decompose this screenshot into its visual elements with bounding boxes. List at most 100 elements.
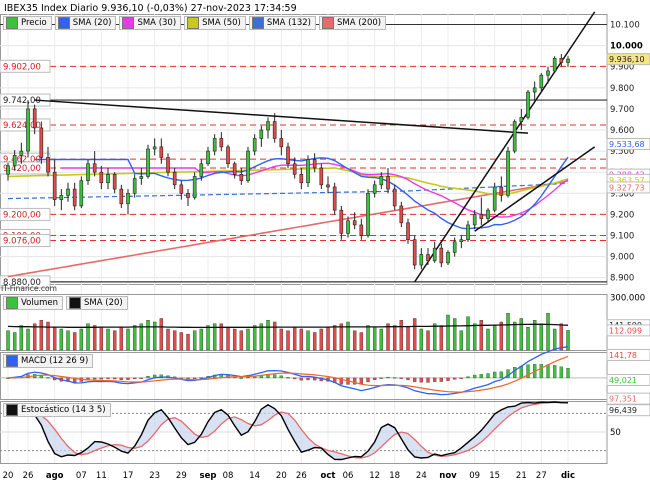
macd-histogram-bar xyxy=(353,377,357,385)
volume-bar xyxy=(72,332,77,351)
volume-bar xyxy=(352,330,357,351)
volume-bar xyxy=(286,330,290,351)
macd-histogram-bar xyxy=(379,377,383,379)
volume-bar xyxy=(246,328,250,351)
macd-histogram-bar xyxy=(513,367,517,379)
macd-histogram-bar xyxy=(393,377,397,379)
volume-value-badge xyxy=(606,324,650,337)
volume-bar xyxy=(259,323,264,351)
volume-bar xyxy=(139,323,144,351)
price-candle xyxy=(46,157,50,173)
price-candle xyxy=(499,186,504,196)
volume-bar xyxy=(552,328,557,351)
macd-histogram-bar xyxy=(459,377,463,379)
price-tick-label: 9.000 xyxy=(610,253,634,263)
price-candle xyxy=(486,209,490,219)
price-candle xyxy=(259,129,264,139)
price-candle xyxy=(472,214,477,226)
macd-histogram-bar xyxy=(566,368,570,379)
price-candle xyxy=(506,150,510,196)
x-tick-label: 15 xyxy=(489,471,500,481)
sma-200-line xyxy=(7,180,569,278)
volume-bar xyxy=(119,327,124,351)
macd-histogram-bar xyxy=(239,377,243,379)
macd-histogram-bar xyxy=(386,376,390,379)
volume-bar xyxy=(332,325,337,351)
macd-histogram-bar xyxy=(306,377,310,381)
volume-bar xyxy=(99,327,104,351)
volume-bar xyxy=(166,328,170,351)
price-legend-swatch xyxy=(6,17,18,29)
price-candle xyxy=(439,247,444,264)
price-candle xyxy=(186,192,190,198)
price-candle xyxy=(406,222,410,241)
price-candle xyxy=(386,176,390,190)
price-candle xyxy=(132,178,137,194)
price-candle xyxy=(99,171,104,184)
volume-bar xyxy=(159,318,164,351)
macd-histogram-bar xyxy=(373,377,377,380)
level-label: 9.742,00 xyxy=(3,96,41,106)
price-legend-item: SMA (30) xyxy=(119,16,182,30)
volume-bar xyxy=(372,327,377,351)
price-candle xyxy=(72,188,77,207)
price-candle xyxy=(399,205,404,224)
volume-bar xyxy=(559,323,564,351)
x-tick-label: ago xyxy=(46,471,64,481)
price-legend-swatch xyxy=(251,17,264,29)
macd-value-label: 49,021 xyxy=(609,376,637,385)
price-candle xyxy=(459,239,464,243)
volume-bar xyxy=(152,321,157,351)
volume-bar xyxy=(32,323,37,351)
volume-bar xyxy=(12,332,17,351)
x-tick-label: 24 xyxy=(416,471,427,481)
volume-bar xyxy=(132,325,137,351)
price-candle xyxy=(352,220,357,226)
x-tick-label: 29 xyxy=(176,471,187,481)
x-tick-label: 23 xyxy=(149,471,160,481)
volume-legend-label: SMA (20) xyxy=(84,298,123,308)
x-tick-label: 17 xyxy=(123,471,134,481)
volume-bar xyxy=(192,330,197,351)
trendline-support xyxy=(474,146,596,232)
macd-histogram-bar xyxy=(473,374,477,379)
macd-histogram-bar xyxy=(119,377,123,380)
volume-bar xyxy=(459,330,464,351)
price-candle xyxy=(252,138,257,152)
volume-bar xyxy=(519,318,524,351)
volume-bar xyxy=(279,328,284,351)
macd-histogram-bar xyxy=(426,377,430,383)
volume-bar xyxy=(232,328,237,351)
stoch-value-label: 97,351 xyxy=(609,395,637,404)
macd-value-badge xyxy=(606,348,650,361)
level-label-box xyxy=(0,93,51,107)
volume-bar xyxy=(439,325,444,351)
macd-histogram-bar xyxy=(99,377,103,380)
volume-bar xyxy=(199,328,204,351)
price-candle xyxy=(559,57,564,63)
stoch-legend-swatch xyxy=(6,404,18,416)
volume-bar xyxy=(566,330,570,351)
volume-bar xyxy=(359,332,364,351)
price-candle xyxy=(272,121,277,139)
x-tick-label: 07 xyxy=(76,471,87,481)
volume-bar xyxy=(512,321,517,351)
price-candle xyxy=(312,159,317,169)
price-tick-label: 9.300 xyxy=(610,189,634,199)
level-label: 9.902,00 xyxy=(3,62,41,72)
stoch-value-badge xyxy=(606,404,650,417)
price-tick-label: 9.100 xyxy=(610,231,634,241)
price-candle xyxy=(566,58,570,63)
price-tick-label: 9.700 xyxy=(610,105,634,115)
macd-histogram-bar xyxy=(126,377,130,380)
volume-legend-item: Volumen xyxy=(3,296,64,310)
x-tick-label: 26 xyxy=(23,471,34,481)
volume-bar xyxy=(406,327,410,351)
volume-sma-line xyxy=(7,323,569,329)
volume-legend-item: SMA (20) xyxy=(66,296,128,310)
price-candle xyxy=(359,224,364,236)
price-candle xyxy=(219,138,224,148)
volume-bar xyxy=(326,327,330,351)
price-candle xyxy=(306,159,310,184)
x-tick-label: 09 xyxy=(469,471,480,481)
